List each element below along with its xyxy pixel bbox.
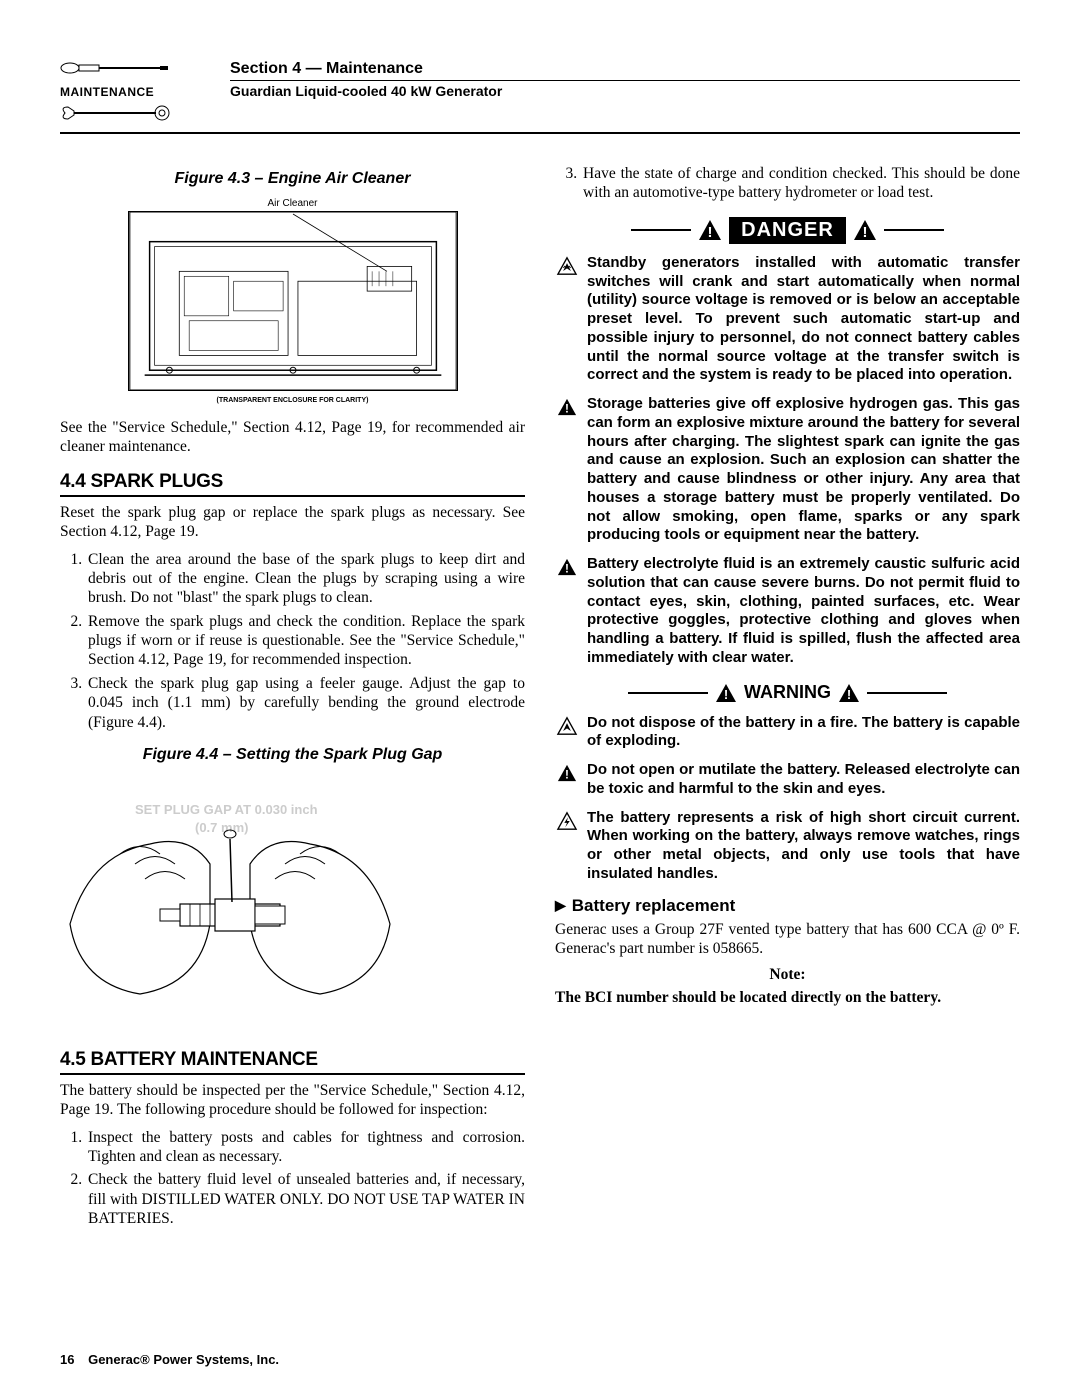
list-item: Check the battery fluid level of unseale…: [86, 1170, 525, 1228]
maintenance-label: MAINTENANCE: [60, 85, 200, 99]
warning-triangle-icon: !: [697, 218, 723, 242]
warning-block: ! Do not open or mutilate the battery. R…: [555, 761, 1020, 799]
page-header: MAINTENANCE Section 4 — Maintenance Guar…: [60, 60, 1020, 134]
heading-4-4: 4.4 SPARK PLUGS: [60, 471, 525, 497]
explosion-icon: [555, 254, 579, 276]
battery-intro: The battery should be inspected per the …: [60, 1081, 525, 1120]
banner-line: [884, 229, 944, 231]
svg-text:!: !: [862, 224, 867, 241]
warning-label: WARNING: [744, 682, 831, 703]
company-name: Generac® Power Systems, Inc.: [88, 1352, 279, 1367]
warning-triangle-icon: !: [852, 218, 878, 242]
note-label: Note:: [555, 966, 1020, 984]
warn-text: The battery represents a risk of high sh…: [587, 809, 1020, 884]
page-footer: 16 Generac® Power Systems, Inc.: [60, 1352, 279, 1367]
battery-replace-text: Generac uses a Group 27F vented type bat…: [555, 920, 1020, 959]
warning-triangle-icon: !: [837, 682, 861, 704]
svg-text:!: !: [708, 224, 713, 241]
header-icons: MAINTENANCE: [60, 60, 200, 128]
arrow-right-icon: ▶: [555, 897, 566, 914]
list-item: Check the spark plug gap using a feeler …: [86, 674, 525, 732]
svg-text:!: !: [565, 561, 569, 575]
list-item: Inspect the battery posts and cables for…: [86, 1128, 525, 1167]
danger-block: ! Battery electrolyte fluid is an extrem…: [555, 555, 1020, 668]
note-text: The BCI number should be located directl…: [555, 988, 1020, 1007]
list-item: Clean the area around the base of the sp…: [86, 550, 525, 608]
explosion-icon: [555, 714, 579, 736]
warn-text: Do not open or mutilate the battery. Rel…: [587, 761, 1020, 799]
spark-overlay-1: SET PLUG GAP AT 0.030 inch: [135, 802, 318, 817]
figure-4-3-caption: Figure 4.3 – Engine Air Cleaner: [60, 170, 525, 188]
figure-4-4-caption: Figure 4.4 – Setting the Spark Plug Gap: [60, 746, 525, 764]
svg-text:!: !: [565, 401, 569, 415]
right-column: Have the state of charge and condition c…: [555, 164, 1020, 1243]
warn-text: Battery electrolyte fluid is an extremel…: [587, 555, 1020, 668]
spark-steps-list: Clean the area around the base of the sp…: [60, 550, 525, 732]
banner-line: [631, 229, 691, 231]
section-title: Section 4 — Maintenance: [230, 60, 1020, 78]
danger-block: ! Storage batteries give off explosive h…: [555, 395, 1020, 545]
page-number: 16: [60, 1352, 74, 1367]
header-text: Section 4 — Maintenance Guardian Liquid-…: [200, 60, 1020, 99]
electric-shock-icon: [555, 809, 579, 831]
spark-plug-diagram: SET PLUG GAP AT 0.030 inch (0.7 mm): [60, 784, 400, 1024]
list-item: Remove the spark plugs and check the con…: [86, 612, 525, 670]
banner-line: [628, 692, 708, 694]
screwdriver-icon: [60, 60, 170, 76]
section-subtitle: Guardian Liquid-cooled 40 kW Generator: [230, 80, 1020, 99]
warning-triangle-icon: !: [555, 555, 579, 577]
danger-block: Standby generators installed with automa…: [555, 254, 1020, 385]
danger-label: DANGER: [729, 217, 846, 244]
diagram-note: (TRANSPARENT ENCLOSURE FOR CLARITY): [60, 397, 525, 404]
warning-triangle-icon: !: [555, 761, 579, 783]
warn-text: Storage batteries give off explosive hyd…: [587, 395, 1020, 545]
warning-banner: ! WARNING !: [555, 682, 1020, 704]
air-cleaner-label: Air Cleaner: [60, 198, 525, 209]
spark-overlay-2: (0.7 mm): [195, 820, 248, 835]
warning-triangle-icon: !: [714, 682, 738, 704]
wrench-icon: [60, 103, 170, 123]
battery-steps-list: Inspect the battery posts and cables for…: [60, 1128, 525, 1229]
see-schedule-text: See the "Service Schedule," Section 4.12…: [60, 418, 525, 457]
air-cleaner-diagram: [128, 211, 458, 391]
banner-line: [867, 692, 947, 694]
svg-text:!: !: [847, 687, 851, 702]
battery-replacement-heading: ▶ Battery replacement: [555, 896, 1020, 916]
left-column: Figure 4.3 – Engine Air Cleaner Air Clea…: [60, 164, 525, 1243]
list-item: Have the state of charge and condition c…: [581, 164, 1020, 203]
warning-block: Do not dispose of the battery in a fire.…: [555, 714, 1020, 752]
svg-text:!: !: [565, 767, 569, 781]
warn-text: Do not dispose of the battery in a fire.…: [587, 714, 1020, 752]
warning-block: The battery represents a risk of high sh…: [555, 809, 1020, 884]
svg-text:!: !: [724, 687, 728, 702]
warn-text: Standby generators installed with automa…: [587, 254, 1020, 385]
battery-steps-cont: Have the state of charge and condition c…: [555, 164, 1020, 203]
heading-4-5: 4.5 BATTERY MAINTENANCE: [60, 1049, 525, 1075]
spark-intro: Reset the spark plug gap or replace the …: [60, 503, 525, 542]
sub-heading-text: Battery replacement: [572, 896, 735, 916]
warning-triangle-icon: !: [555, 395, 579, 417]
danger-banner: ! DANGER !: [555, 217, 1020, 244]
content-columns: Figure 4.3 – Engine Air Cleaner Air Clea…: [60, 164, 1020, 1243]
